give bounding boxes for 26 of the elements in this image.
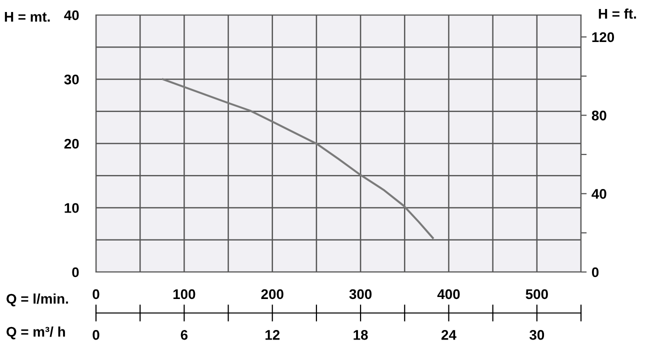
x2-tick-label: 6	[180, 330, 188, 340]
x-tick-label: 200	[261, 289, 284, 300]
y-tick-label: 10	[64, 203, 79, 213]
y2-tick-label: 80	[592, 110, 606, 120]
x2-tick-label: 18	[354, 330, 368, 340]
x2-tick-label: 30	[530, 330, 544, 340]
line-series	[162, 78, 434, 239]
x2-tick-label: 12	[266, 330, 280, 340]
x-tick-label: 100	[173, 289, 196, 300]
x-tick-label: 400	[437, 289, 460, 300]
y2-tick-label: 0	[592, 267, 599, 278]
y2-tick-label: 40	[592, 188, 606, 199]
y-tick-label: 20	[64, 138, 79, 149]
y-axis-title: H = mt.	[4, 12, 50, 22]
y2-tick-label: 120	[592, 32, 614, 42]
x2-tick-label: 24	[441, 330, 456, 340]
y-tick-label: 0	[72, 267, 79, 278]
x-tick-label: 300	[349, 289, 372, 300]
y2-axis-title: H = ft.	[598, 8, 636, 19]
x-axis-title: Q = l/min.	[6, 294, 68, 306]
y-tick-label: 40	[64, 10, 79, 20]
x2-tick-label: 0	[92, 330, 100, 340]
x2-axis-title: Q = m³/ h	[6, 326, 65, 340]
x-tick-label: 500	[526, 289, 548, 300]
x-tick-label: 0	[92, 289, 100, 300]
y-tick-label: 30	[64, 74, 79, 84]
